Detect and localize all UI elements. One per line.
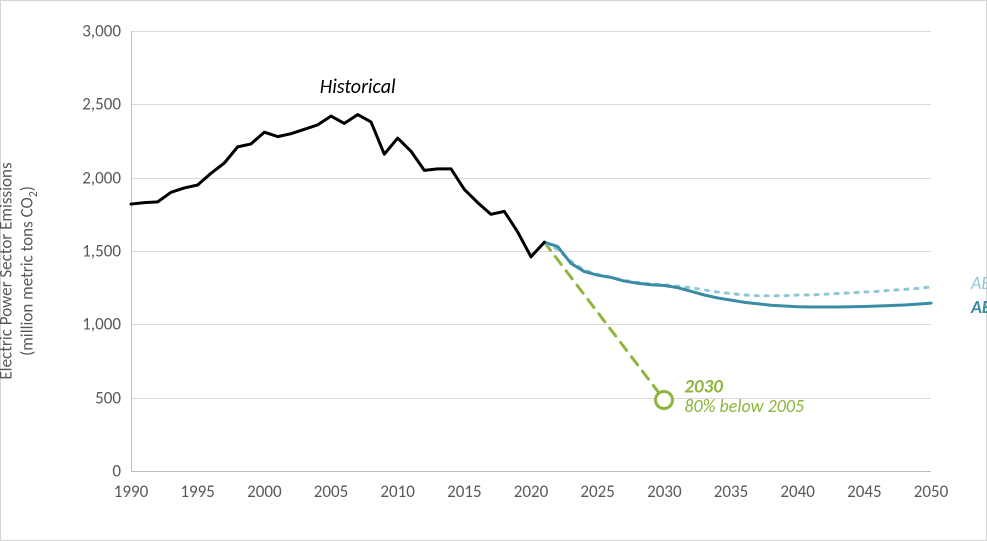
- y-tick-label: 1,500: [82, 241, 121, 262]
- x-tick-label: 2050: [914, 481, 948, 502]
- y-axis-label: Electric Power Sector Emissions (million…: [0, 162, 42, 379]
- y-tick-label: 3,000: [82, 21, 121, 42]
- y-tick-label: 0: [112, 461, 121, 482]
- y-axis-label-line1: Electric Power Sector Emissions: [0, 162, 17, 379]
- x-tick-label: 2015: [447, 481, 481, 502]
- y-tick-label: 2,500: [82, 94, 121, 115]
- target-marker: [654, 390, 674, 410]
- y-axis-label-line2-post: ): [17, 186, 38, 191]
- x-tick-label: 1995: [180, 481, 214, 502]
- series-svg: [131, 31, 931, 471]
- chart-frame: Electric Power Sector Emissions (million…: [0, 0, 987, 541]
- x-tick-label: 2035: [714, 481, 748, 502]
- x-tick-label: 2000: [247, 481, 281, 502]
- y-axis-label-line2-pre: (million metric tons CO: [17, 197, 38, 356]
- x-axis-line: [131, 471, 931, 472]
- x-tick-label: 2005: [314, 481, 348, 502]
- x-tick-label: 2030: [647, 481, 681, 502]
- aeo2021-label: AEO 2021: [971, 272, 987, 294]
- x-tick-label: 1990: [114, 481, 148, 502]
- aeo2022-label: AEO 2022: [971, 296, 987, 318]
- x-tick-label: 2045: [847, 481, 881, 502]
- x-tick-label: 2040: [780, 481, 814, 502]
- y-axis-label-line2-sub: 2: [27, 191, 41, 197]
- x-tick-label: 2025: [580, 481, 614, 502]
- y-tick-label: 500: [95, 387, 121, 408]
- y-tick-label: 1,000: [82, 314, 121, 335]
- plot-area: 05001,0001,5002,0002,5003,00019901995200…: [131, 31, 931, 471]
- x-tick-label: 2010: [380, 481, 414, 502]
- y-tick-label: 2,000: [82, 167, 121, 188]
- x-tick-label: 2020: [514, 481, 548, 502]
